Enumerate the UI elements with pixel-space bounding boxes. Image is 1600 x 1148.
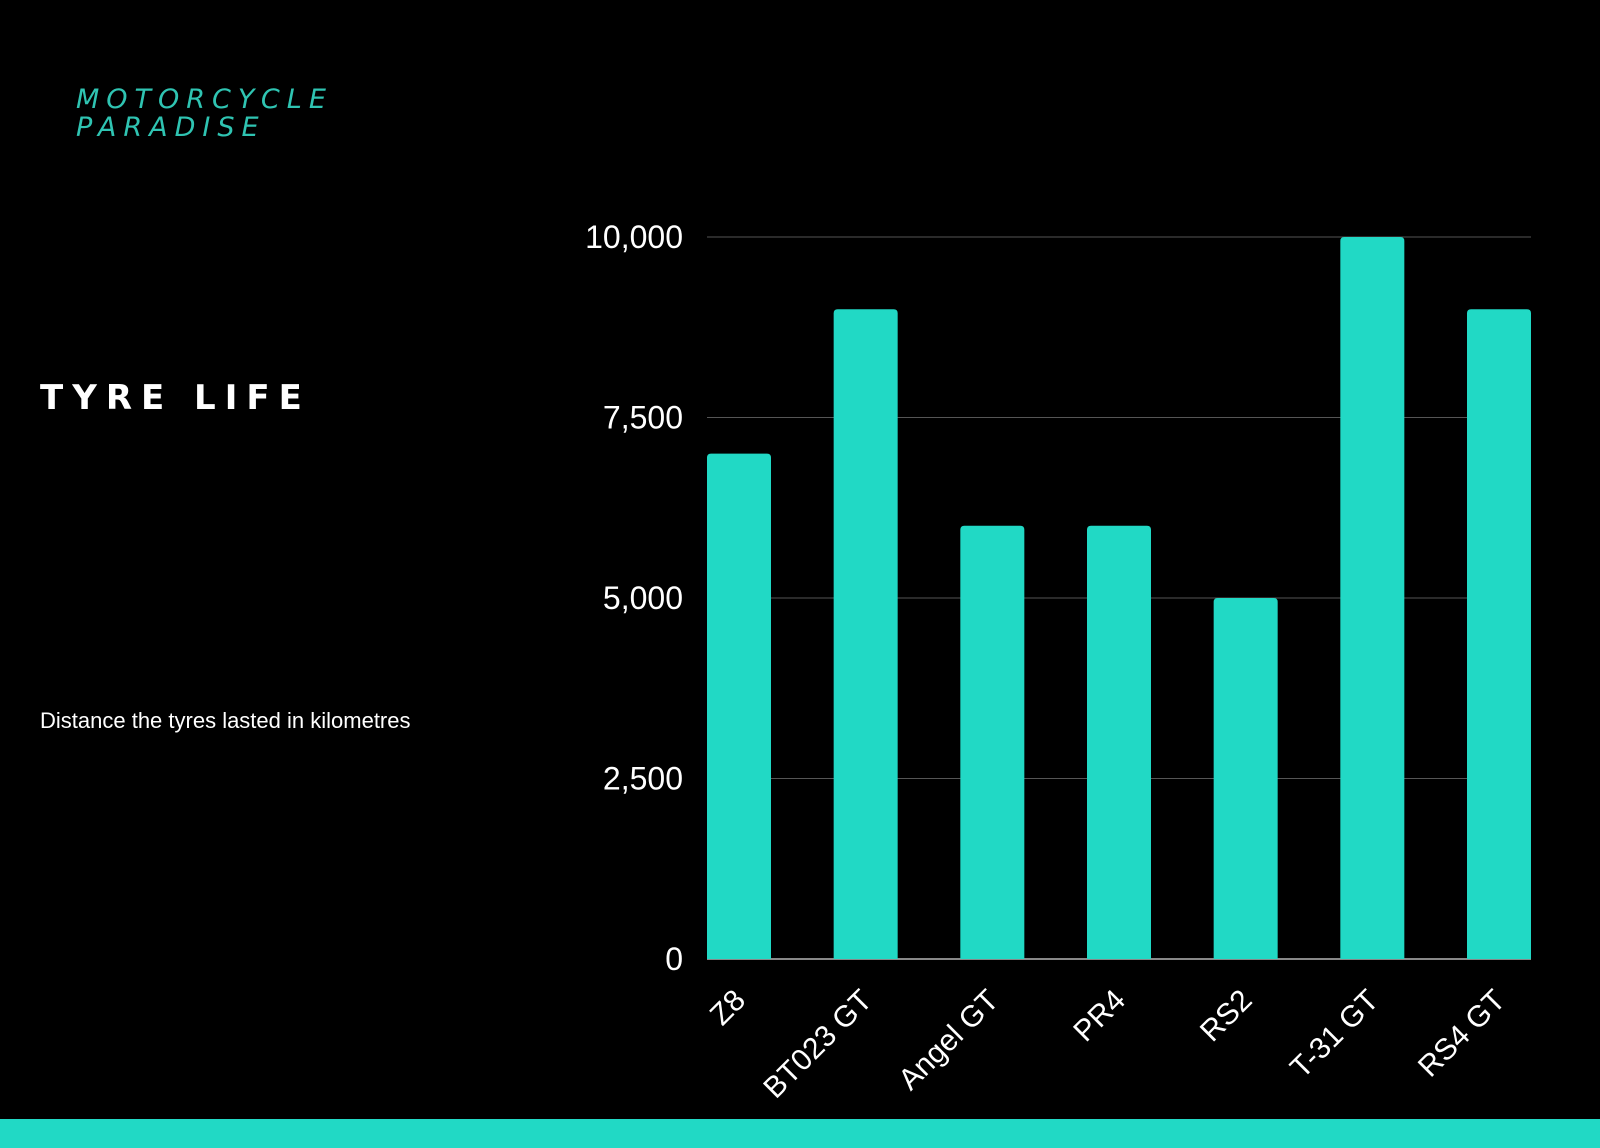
y-tick-label: 5,000: [603, 580, 683, 616]
x-tick-label: Z8: [704, 984, 752, 1032]
bar-t-31-gt: [1340, 237, 1405, 959]
brand-line-2: PARADISE: [76, 112, 266, 143]
bar-bt023-gt: [833, 309, 898, 959]
x-tick-label: BT023 GT: [757, 984, 878, 1105]
y-tick-label: 10,000: [585, 219, 683, 255]
page-title: TYRE LIFE: [40, 378, 311, 418]
y-tick-label: 0: [665, 941, 683, 977]
y-tick-labels: 0 2,500 5,000 7,500 10,000: [585, 219, 683, 977]
page-subtitle: Distance the tyres lasted in kilometres: [40, 708, 411, 733]
brand-line-1: MOTORCYCLE: [76, 84, 333, 115]
bar-z8: [707, 453, 771, 959]
bar-rs4-gt: [1467, 309, 1531, 959]
bar-rs2: [1213, 598, 1278, 959]
bar-angel-gt: [960, 525, 1025, 959]
bar-pr4: [1087, 525, 1151, 959]
bars: [707, 237, 1531, 959]
x-tick-labels: Z8 BT023 GT Angel GT PR4 RS2 T-31 GT RS4 GT: [704, 984, 1512, 1105]
x-tick-label: RS4 GT: [1412, 984, 1512, 1084]
x-tick-label: T-31 GT: [1284, 984, 1385, 1085]
x-tick-label: PR4: [1067, 984, 1132, 1049]
footer-accent-bar: [0, 1119, 1600, 1148]
y-tick-label: 7,500: [603, 400, 683, 436]
brand-logo: MOTORCYCLE PARADISE: [76, 86, 333, 142]
y-tick-label: 2,500: [603, 761, 683, 797]
x-tick-label: Angel GT: [892, 984, 1005, 1097]
x-tick-label: RS2: [1194, 984, 1259, 1049]
